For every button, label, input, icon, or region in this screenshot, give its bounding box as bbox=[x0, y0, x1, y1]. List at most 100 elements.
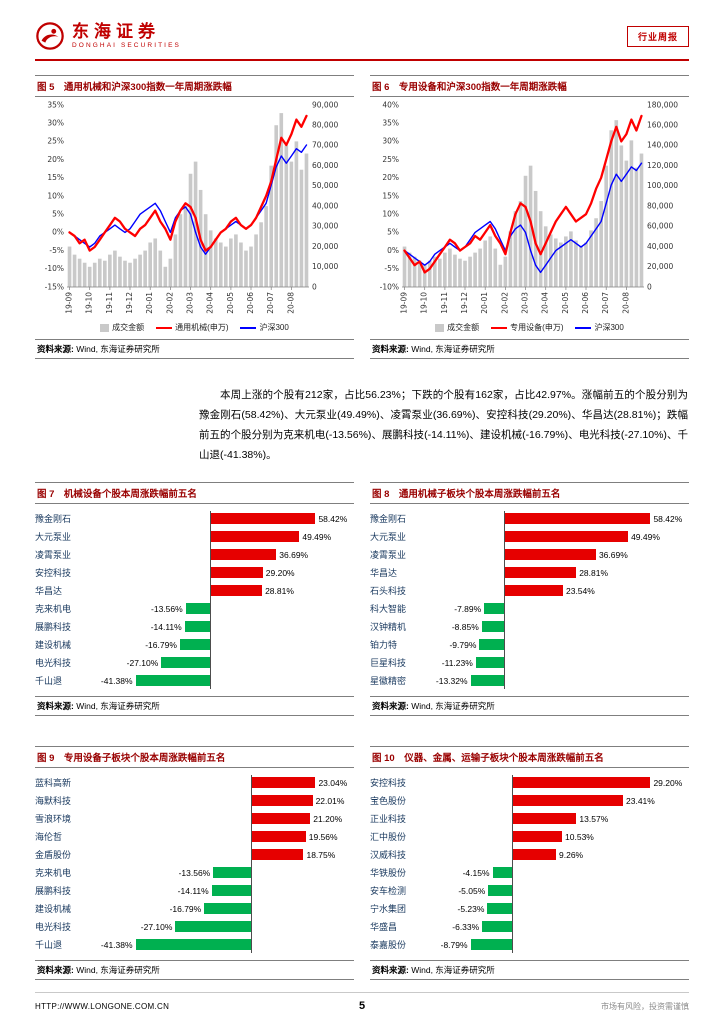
source-label: 资料来源: bbox=[37, 700, 74, 711]
source-label: 资料来源: bbox=[372, 344, 409, 354]
bar-category-label: 安车检测 bbox=[370, 885, 407, 896]
svg-text:0%: 0% bbox=[387, 246, 399, 255]
svg-text:20%: 20% bbox=[382, 173, 399, 182]
figure-8-chart: 豫金刚石 大元泵业 凌霄泵业 华昌达 石头科技 科大智能 汉钟精机 铂力特 巨星科技 星徽精密 58… bbox=[370, 504, 689, 694]
bar-category-label: 克来机电 bbox=[35, 867, 72, 878]
bar-value-label: 29.20% bbox=[653, 777, 683, 788]
bar-row: -8.79% bbox=[432, 936, 689, 954]
bar-value-label: -14.11% bbox=[150, 621, 182, 632]
bar-value-label: -14.11% bbox=[177, 885, 209, 896]
bar-category-column: 豫金刚石 大元泵业 凌霄泵业 安控科技 华昌达 克来机电 展鹏科技 建设机械 电光科技 千山退 bbox=[35, 510, 97, 690]
bar-category-label: 安控科技 bbox=[35, 567, 72, 578]
bar-positive bbox=[503, 549, 596, 561]
bar-value-label: -13.56% bbox=[151, 603, 183, 614]
legend-item: 专用设备(申万) bbox=[491, 322, 563, 333]
legend-label: 成交金额 bbox=[447, 323, 480, 332]
bar-value-label: 49.49% bbox=[631, 531, 660, 542]
bar-value-label: -41.38% bbox=[100, 675, 133, 686]
bar-category-label: 汉威科技 bbox=[370, 849, 407, 860]
svg-text:80,000: 80,000 bbox=[312, 121, 338, 130]
bar-positive bbox=[251, 849, 304, 861]
bar-value-label: -27.10% bbox=[140, 921, 173, 932]
svg-text:20-01: 20-01 bbox=[480, 292, 489, 314]
bar-chart-row-2: 图 9 专用设备子板块个股本周涨跌幅前五名 蓝科高新 海默科技 雪浪环境 海伦哲 金盾股… bbox=[35, 745, 689, 980]
bar-category-label: 星徽精密 bbox=[370, 675, 407, 686]
bar-category-label: 宁水集团 bbox=[370, 903, 407, 914]
legend-item: 通用机械(申万) bbox=[156, 322, 228, 333]
bar-row: 36.69% bbox=[432, 546, 689, 564]
footer-disclaimer: 市场有风险，投资需谨慎 bbox=[601, 1002, 689, 1011]
svg-text:19-10: 19-10 bbox=[420, 292, 429, 314]
bar-row: -11.23% bbox=[432, 654, 689, 672]
svg-text:20,000: 20,000 bbox=[647, 262, 673, 271]
legend-item: 成交金额 bbox=[100, 322, 144, 333]
svg-text:25%: 25% bbox=[382, 155, 399, 164]
source-label: 资料来源: bbox=[37, 344, 74, 354]
zero-axis-line bbox=[210, 510, 212, 689]
legend-label: 成交金额 bbox=[112, 323, 145, 332]
bar-negative bbox=[470, 939, 513, 951]
figure-5-legend: 成交金额 通用机械(申万) 沪深300 bbox=[35, 322, 354, 337]
legend-item: 沪深300 bbox=[575, 322, 624, 333]
svg-text:19-11: 19-11 bbox=[105, 292, 114, 314]
svg-text:80,000: 80,000 bbox=[647, 201, 673, 210]
figure-8: 图 8 通用机械子板块个股本周涨跌幅前五名 豫金刚石 大元泵业 凌霄泵业 华昌达 石头科… bbox=[370, 481, 689, 716]
brand-logo: 东海证券 DONGHAI SECURITIES bbox=[35, 21, 181, 51]
svg-text:5%: 5% bbox=[52, 210, 64, 219]
bar-positive bbox=[210, 567, 263, 579]
bar-plot-area: 23.04% 22.01% 21.20% 19.56% 18.75% -13.56% -14… bbox=[97, 774, 354, 954]
bar-category-label: 金盾股份 bbox=[35, 849, 72, 860]
bar-value-label: 23.54% bbox=[565, 585, 595, 596]
svg-text:180,000: 180,000 bbox=[647, 100, 678, 109]
bar-negative bbox=[479, 639, 504, 651]
bar-row: -7.89% bbox=[432, 600, 689, 618]
figure-10: 图 10 仪器、金属、运输子板块个股本周涨跌幅前五名 安控科技 宝色股份 正业科技汇… bbox=[370, 745, 689, 980]
bar-row: -16.79% bbox=[97, 900, 354, 918]
bar-row: 23.54% bbox=[432, 582, 689, 600]
bar-plot-area: 29.20% 23.41% 13.57% 10.53% 9.26% -4.15% -5.05… bbox=[432, 774, 689, 954]
bar-negative bbox=[135, 939, 252, 951]
svg-text:20-04: 20-04 bbox=[541, 292, 550, 314]
svg-text:20-08: 20-08 bbox=[286, 292, 295, 314]
svg-text:40,000: 40,000 bbox=[312, 201, 338, 210]
legend-line-swatch bbox=[491, 326, 508, 329]
bar-negative bbox=[213, 867, 252, 879]
bar-category-label: 豫金刚石 bbox=[35, 513, 72, 524]
bar-value-label: -16.79% bbox=[145, 639, 177, 650]
bar-positive bbox=[512, 795, 624, 807]
bar-row: 49.49% bbox=[97, 528, 354, 546]
svg-text:19-09: 19-09 bbox=[400, 292, 409, 314]
bar-negative bbox=[135, 675, 211, 687]
bar-row: 19.56% bbox=[97, 828, 354, 846]
svg-text:0: 0 bbox=[312, 282, 317, 291]
svg-text:15%: 15% bbox=[47, 173, 64, 182]
bar-value-label: 22.01% bbox=[315, 795, 345, 806]
figure-6-source: 资料来源: Wind, 东海证券研究所 bbox=[370, 339, 689, 359]
body-paragraph: 本周上涨的个股有212家，占比56.23%；下跌的个股有162家，占比42.97… bbox=[199, 389, 688, 462]
bar-plot-area: 58.42% 49.49% 36.69% 29.20% 28.81% -13.56% -14… bbox=[97, 510, 354, 690]
bar-positive bbox=[512, 849, 557, 861]
svg-text:15%: 15% bbox=[382, 191, 399, 200]
fig6-svg: -10% -5% 0% 5% 10% 15% 20% 25% 30% 35% 40% 0 20,000 4… bbox=[380, 100, 679, 314]
bar-positive bbox=[503, 567, 577, 579]
svg-text:140,000: 140,000 bbox=[647, 141, 678, 150]
figure-7-title: 图 7 机械设备个股本周涨跌幅前五名 bbox=[35, 481, 354, 504]
bar-plot-area: 58.42% 49.49% 36.69% 28.81% 23.54% -7.89% -8.8… bbox=[432, 510, 689, 690]
bar-category-label: 华昌达 bbox=[35, 585, 63, 596]
bar-value-label: 19.56% bbox=[308, 831, 338, 842]
source-label: 资料来源: bbox=[372, 700, 409, 711]
bar-row: -16.79% bbox=[97, 636, 354, 654]
svg-text:25%: 25% bbox=[47, 137, 64, 146]
bar-category-label: 展鹏科技 bbox=[35, 885, 72, 896]
bar-value-label: 28.81% bbox=[265, 585, 294, 596]
bar-row: -41.38% bbox=[97, 672, 354, 690]
bar-category-label: 蓝科高新 bbox=[35, 777, 72, 788]
figure-10-source: 资料来源: Wind, 东海证券研究所 bbox=[370, 959, 689, 980]
svg-text:30%: 30% bbox=[47, 119, 64, 128]
figure-5-chart: -15% -10% -5% 0% 5% 10% 15% 20% 25% 30% 35% 0 10,000… bbox=[35, 99, 354, 322]
source-value: Wind, 东海证券研究所 bbox=[73, 344, 160, 354]
bar-chart-row-1: 图 7 机械设备个股本周涨跌幅前五名 豫金刚石 大元泵业 凌霄泵业 安控科技 华昌达 克来… bbox=[35, 481, 689, 716]
bar-category-label: 千山退 bbox=[35, 675, 63, 686]
bar-category-label: 正业科技 bbox=[370, 813, 407, 824]
figure-6-legend: 成交金额 专用设备(申万) 沪深300 bbox=[370, 322, 689, 337]
